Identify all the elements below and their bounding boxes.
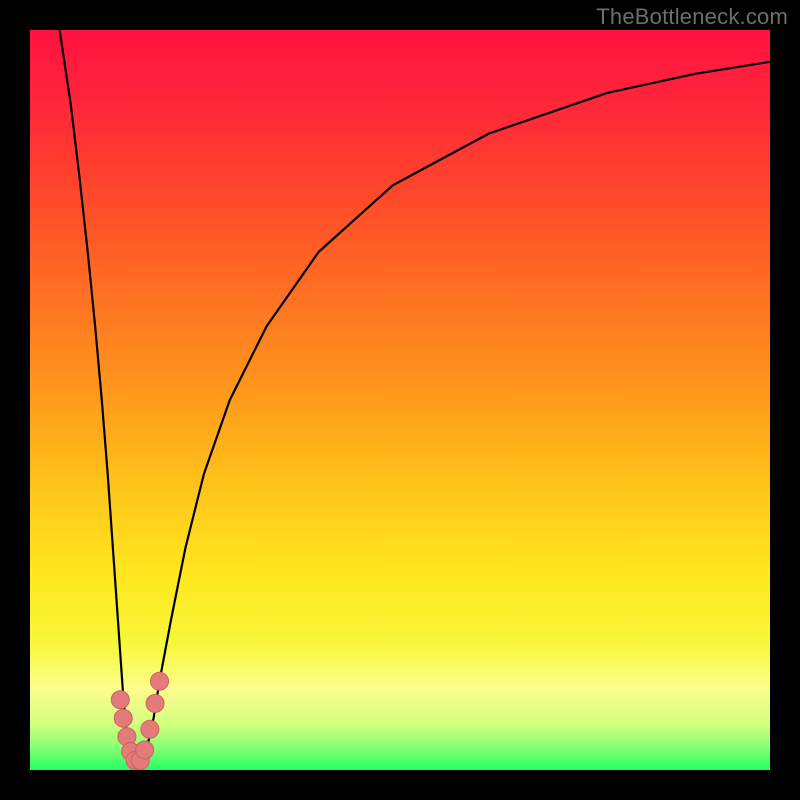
chart-container: TheBottleneck.com [0, 0, 800, 800]
marker-point [114, 709, 132, 727]
plot-background [30, 30, 770, 770]
marker-point [111, 691, 129, 709]
marker-point [151, 672, 169, 690]
plot-area [30, 30, 770, 770]
watermark-text: TheBottleneck.com [596, 4, 788, 30]
marker-point [136, 741, 154, 759]
marker-point [141, 720, 159, 738]
marker-point [146, 694, 164, 712]
plot-svg [30, 30, 770, 770]
